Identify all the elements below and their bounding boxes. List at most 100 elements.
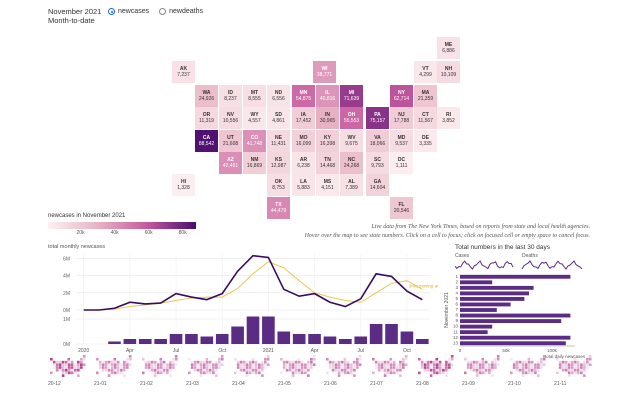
mini-cell xyxy=(220,363,224,367)
state-cell-mi[interactable]: MI 71,639 xyxy=(340,85,363,107)
state-cell-wi[interactable]: WI 38,771 xyxy=(313,61,336,83)
state-value: 54,875 xyxy=(295,96,312,102)
mini-cell xyxy=(142,357,145,361)
state-cell-me[interactable]: ME 6,886 xyxy=(437,37,460,59)
state-cell-ri[interactable]: RI 3,852 xyxy=(437,107,460,129)
state-cell-az[interactable]: AZ 42,451 xyxy=(219,152,242,174)
state-cell-nc[interactable]: NC 24,268 xyxy=(340,152,363,174)
state-cell-or[interactable]: OR 11,319 xyxy=(195,107,218,129)
mini-cell xyxy=(377,368,381,372)
state-cell-mo[interactable]: MO 16,099 xyxy=(292,130,315,152)
state-value: 14,604 xyxy=(369,185,386,191)
mini-cell xyxy=(202,368,206,372)
state-cell-nj[interactable]: NJ 17,788 xyxy=(390,107,413,129)
state-cell-nd[interactable]: ND 6,556 xyxy=(267,85,290,107)
mini-cell xyxy=(159,357,163,361)
mini-cell xyxy=(491,374,494,377)
state-cell-vt[interactable]: VT 4,299 xyxy=(414,61,437,83)
state-cell-dc[interactable]: DC 1,111 xyxy=(390,152,413,174)
state-cell-nm[interactable]: NM 16,869 xyxy=(243,152,266,174)
state-cell-wy[interactable]: WY 4,557 xyxy=(243,107,266,129)
state-cell-nh[interactable]: NH 10,109 xyxy=(437,61,460,83)
state-cell-ct[interactable]: CT 11,567 xyxy=(414,107,437,129)
state-cell-ca[interactable]: CA 88,542 xyxy=(195,130,218,152)
mini-map-21-07[interactable]: 21-07 xyxy=(370,353,412,387)
mini-cell xyxy=(159,371,163,375)
state-cell-co[interactable]: CO 41,748 xyxy=(243,130,266,152)
state-cell-la[interactable]: LA 5,883 xyxy=(292,174,315,196)
state-cell-ky[interactable]: KY 16,398 xyxy=(316,130,339,152)
page-title: November 2021 Month-to-date xyxy=(48,7,101,25)
mini-cell xyxy=(258,371,261,375)
state-cell-fl[interactable]: FL 20,546 xyxy=(390,197,413,219)
state-cell-wv[interactable]: WV 9,675 xyxy=(340,130,363,152)
mini-cell xyxy=(576,363,580,367)
state-cell-tn[interactable]: TN 14,468 xyxy=(316,152,339,174)
mini-cell xyxy=(291,363,295,367)
mini-map-21-10[interactable]: 21-10 xyxy=(508,353,550,387)
radio-newcases[interactable]: newcases xyxy=(108,8,149,15)
state-cell-hi[interactable]: HI 1,328 xyxy=(172,174,195,196)
monthly-chart[interactable]: 6M 4M 2M 0M 1M 0M 2020 Apr Jul Oct 2021 Apr Jul Oct 3m… xyxy=(48,250,438,355)
mini-cell xyxy=(358,363,362,367)
mini-cell xyxy=(383,363,387,367)
state-cell-tx[interactable]: TX 44,479 xyxy=(267,197,290,219)
mini-cell xyxy=(396,363,399,367)
state-cell-ok[interactable]: OK 8,753 xyxy=(267,174,290,196)
x-tick-label: Apr xyxy=(126,348,134,354)
mini-cell xyxy=(537,366,540,369)
mini-cell xyxy=(466,366,470,369)
state-cell-sc[interactable]: SC 9,793 xyxy=(366,152,389,174)
state-cell-in[interactable]: IN 30,965 xyxy=(316,107,339,129)
mini-map-21-03[interactable]: 21-03 xyxy=(186,353,228,387)
mini-cell xyxy=(77,374,80,377)
state-cell-va[interactable]: VA 18,066 xyxy=(366,130,389,152)
month-bar xyxy=(123,339,137,344)
state-cell-ms[interactable]: MS 4,151 xyxy=(316,174,339,196)
state-cell-ma[interactable]: MA 21,359 xyxy=(414,85,437,107)
state-cell-mn[interactable]: MN 54,875 xyxy=(292,85,315,107)
mini-map-21-08[interactable]: 21-08 xyxy=(416,353,458,387)
state-abbr: VT xyxy=(422,66,429,72)
mini-map-21-09[interactable]: 21-09 xyxy=(462,353,504,387)
state-cell-al[interactable]: AL 7,389 xyxy=(340,174,363,196)
mini-map-21-04[interactable]: 21-04 xyxy=(232,353,274,387)
state-cell-oh[interactable]: OH 55,553 xyxy=(340,107,363,129)
state-cell-nv[interactable]: NV 10,556 xyxy=(219,107,242,129)
state-cell-ny[interactable]: NY 62,714 xyxy=(390,85,413,107)
mini-cell xyxy=(261,360,264,364)
mini-cell xyxy=(402,357,405,361)
mini-map-21-02[interactable]: 21-02 xyxy=(140,353,182,387)
mini-map-20-12[interactable]: 20-12 xyxy=(48,353,90,387)
state-cell-md[interactable]: MD 9,537 xyxy=(390,130,413,152)
state-cell-il[interactable]: IL 40,816 xyxy=(316,85,339,107)
state-cell-wa[interactable]: WA 24,926 xyxy=(195,85,218,107)
state-cell-ga[interactable]: GA 14,604 xyxy=(366,174,389,196)
state-cell-sd[interactable]: SD 4,861 xyxy=(267,107,290,129)
state-cell-ak[interactable]: AK 7,237 xyxy=(172,61,195,83)
state-cell-ut[interactable]: UT 21,608 xyxy=(219,130,242,152)
state-cell-id[interactable]: ID 8,237 xyxy=(219,85,242,107)
day-bar xyxy=(460,319,562,324)
state-cell-de[interactable]: DE 3,335 xyxy=(414,130,437,152)
state-cell-mt[interactable]: MT 8,555 xyxy=(243,85,266,107)
state-cell-ar[interactable]: AR 6,238 xyxy=(292,152,315,174)
day-label: 8 xyxy=(455,313,458,318)
y-tick-label: 4M xyxy=(63,274,70,280)
state-cell-ks[interactable]: KS 12,987 xyxy=(267,152,290,174)
mini-cell xyxy=(491,366,494,369)
mini-cell xyxy=(144,363,148,367)
mini-cell xyxy=(475,374,479,377)
radio-newdeaths[interactable]: newdeaths xyxy=(159,8,203,15)
mini-map-21-01[interactable]: 21-01 xyxy=(94,353,136,387)
state-cell-ne[interactable]: NE 11,431 xyxy=(267,130,290,152)
mini-cell xyxy=(212,371,215,375)
mini-cell xyxy=(567,360,571,364)
mini-map-21-06[interactable]: 21-06 xyxy=(324,353,366,387)
mini-cell xyxy=(570,366,574,369)
mini-map-21-11[interactable]: 21-11 xyxy=(554,353,596,387)
state-cell-pa[interactable]: PA 75,157 xyxy=(366,107,389,129)
mini-map-21-05[interactable]: 21-05 xyxy=(278,353,320,387)
state-cell-ia[interactable]: IA 17,452 xyxy=(292,107,315,129)
